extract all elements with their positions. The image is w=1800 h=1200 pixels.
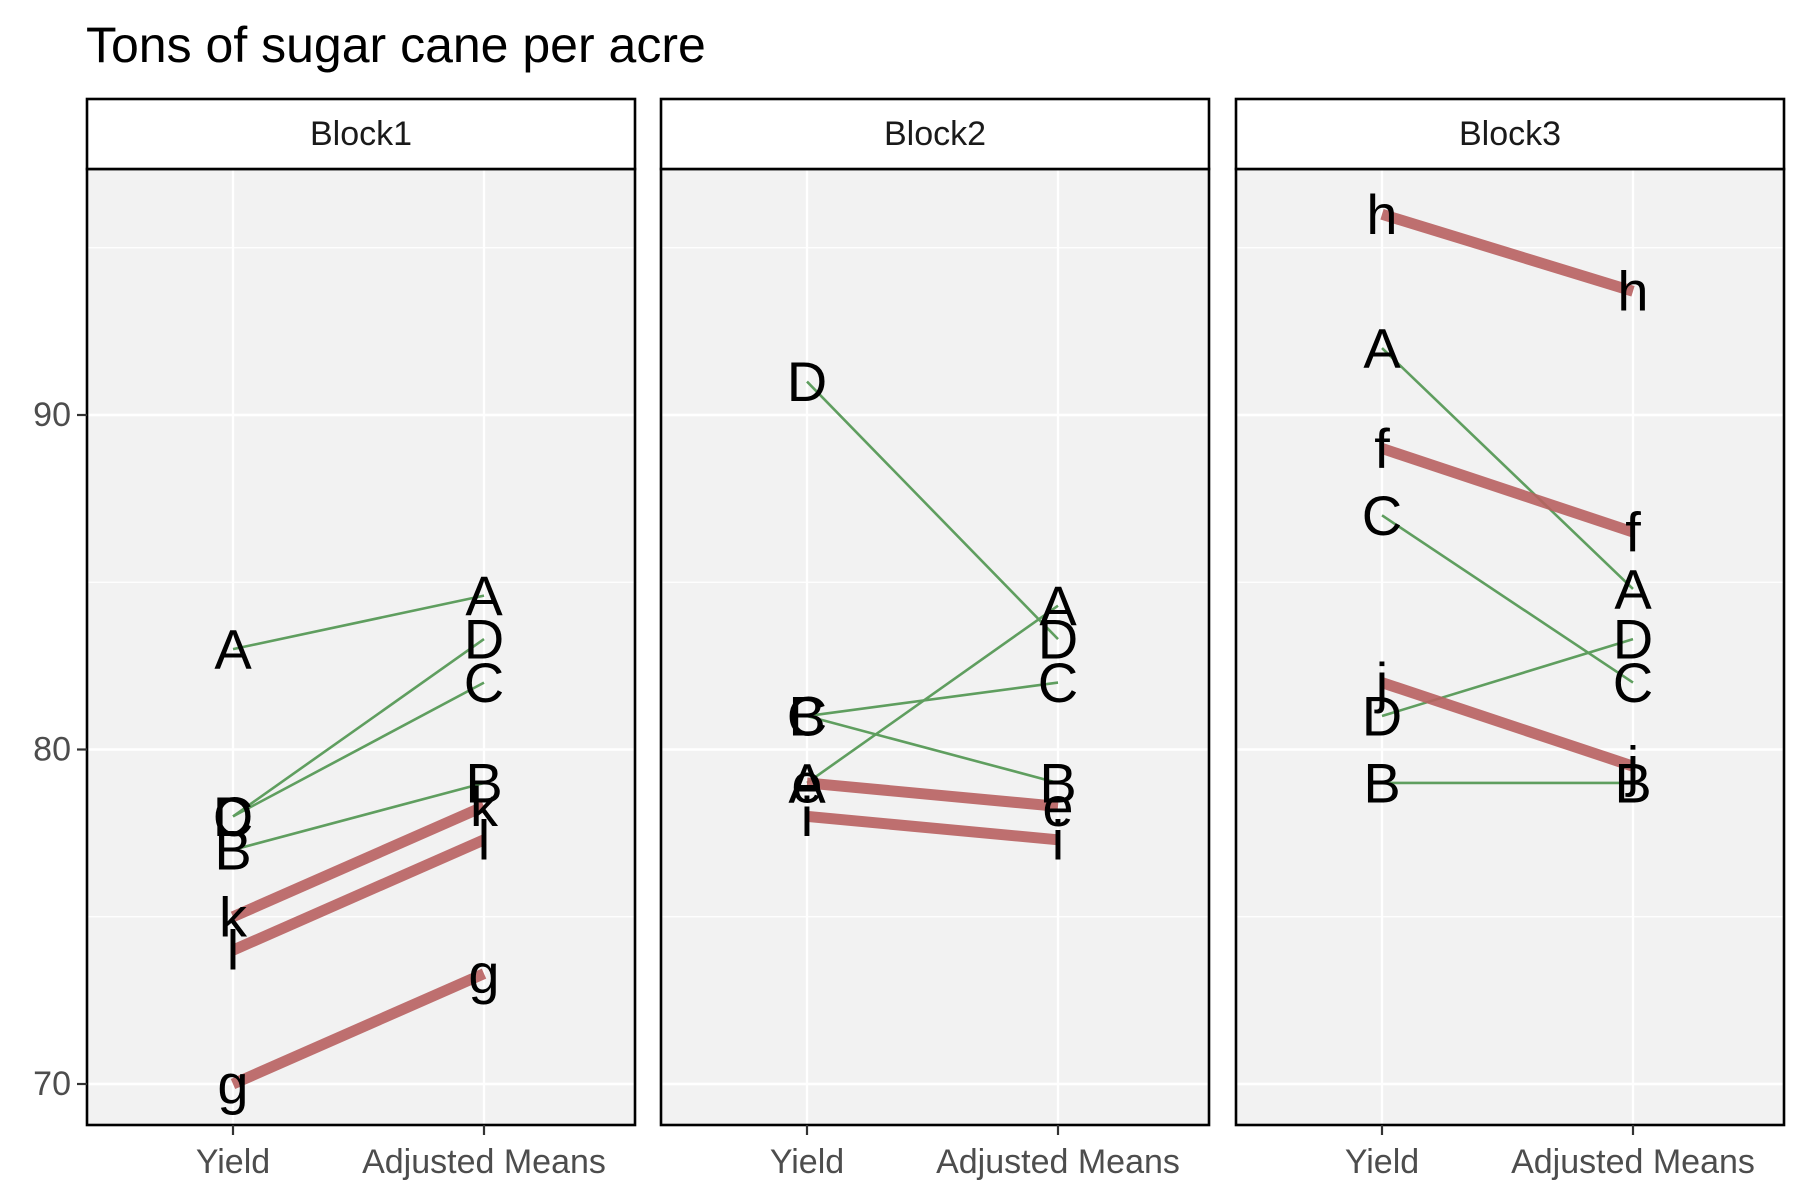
point-label-B: B bbox=[1363, 751, 1400, 814]
point-label-A: A bbox=[1363, 317, 1401, 380]
point-label-B: B bbox=[465, 751, 502, 814]
series-line-D bbox=[232, 638, 485, 818]
series-line-e bbox=[806, 777, 1059, 812]
series-line-k bbox=[230, 801, 487, 922]
point-label-D: D bbox=[213, 785, 253, 848]
point-label-D: D bbox=[464, 608, 504, 671]
series-line-C bbox=[1381, 514, 1634, 684]
point-label-A: A bbox=[1614, 557, 1652, 620]
point-label-A: A bbox=[214, 618, 252, 681]
point-label-A: A bbox=[788, 751, 826, 814]
series-line-l bbox=[230, 834, 487, 956]
x-tick-label: Adjusted Means bbox=[936, 1143, 1180, 1181]
point-label-f: f bbox=[1625, 501, 1641, 564]
point-label-D: D bbox=[1362, 685, 1402, 748]
point-label-l: l bbox=[478, 808, 490, 871]
point-label-e: e bbox=[791, 751, 822, 814]
x-tick-label: Yield bbox=[770, 1143, 844, 1181]
point-label-A: A bbox=[465, 564, 503, 627]
panel-background bbox=[87, 169, 635, 1125]
facet-strip-label: Block1 bbox=[310, 115, 412, 153]
point-label-j: j bbox=[1625, 735, 1639, 798]
point-label-e: e bbox=[1042, 775, 1073, 838]
chart-title: Tons of sugar cane per acre bbox=[86, 17, 706, 73]
series-line-j bbox=[1380, 677, 1635, 772]
point-label-C: C bbox=[1362, 484, 1402, 547]
series-line-D bbox=[1381, 637, 1634, 718]
y-tick-label: 70 bbox=[33, 1065, 71, 1103]
series-line-h bbox=[1380, 209, 1635, 297]
panel-background bbox=[661, 169, 1209, 1125]
point-label-C: C bbox=[213, 785, 253, 848]
series-line-A bbox=[1381, 347, 1634, 590]
point-label-g: g bbox=[468, 942, 499, 1005]
series-line-A bbox=[806, 604, 1059, 785]
facet-strip bbox=[659, 97, 1211, 171]
series-line-i bbox=[806, 810, 1059, 846]
series-line-g bbox=[230, 968, 487, 1090]
point-label-i: i bbox=[801, 785, 813, 848]
point-label-C: C bbox=[1038, 651, 1078, 714]
x-tick-label: Adjusted Means bbox=[362, 1143, 606, 1181]
series-line-D bbox=[806, 380, 1059, 641]
point-label-h: h bbox=[1617, 260, 1648, 323]
series-line-C bbox=[232, 681, 485, 818]
point-label-B: B bbox=[1614, 751, 1651, 814]
y-tick-label: 80 bbox=[33, 731, 71, 769]
point-label-D: D bbox=[1613, 608, 1653, 671]
point-label-B: B bbox=[788, 685, 825, 748]
point-label-B: B bbox=[214, 818, 251, 881]
series-line-B bbox=[232, 781, 485, 852]
panel-background bbox=[1236, 169, 1784, 1125]
point-label-g: g bbox=[217, 1053, 248, 1116]
point-label-k: k bbox=[219, 885, 248, 948]
series-line-f bbox=[1380, 443, 1635, 538]
point-label-A: A bbox=[1039, 574, 1077, 637]
point-label-D: D bbox=[787, 350, 827, 413]
facet-strip bbox=[85, 97, 637, 171]
point-label-l: l bbox=[227, 919, 239, 982]
facet-strip-label: Block3 bbox=[1459, 115, 1561, 153]
point-label-C: C bbox=[464, 651, 504, 714]
x-tick-label: Yield bbox=[196, 1143, 270, 1181]
point-label-C: C bbox=[1613, 651, 1653, 714]
point-label-k: k bbox=[470, 775, 499, 838]
point-label-B: B bbox=[1039, 751, 1076, 814]
point-label-D: D bbox=[1038, 608, 1078, 671]
facet-strip-label: Block2 bbox=[884, 115, 986, 153]
series-line-B bbox=[806, 714, 1059, 785]
point-label-j: j bbox=[1374, 651, 1388, 714]
series-line-C bbox=[806, 681, 1059, 718]
series-line-A bbox=[232, 594, 485, 651]
y-tick-label: 90 bbox=[33, 396, 71, 434]
x-tick-label: Yield bbox=[1345, 1143, 1419, 1181]
facet-strip bbox=[1234, 97, 1786, 171]
point-label-i: i bbox=[1052, 808, 1064, 871]
x-tick-label: Adjusted Means bbox=[1511, 1143, 1755, 1181]
point-label-C: C bbox=[787, 685, 827, 748]
point-label-f: f bbox=[1374, 417, 1390, 480]
point-label-h: h bbox=[1366, 183, 1397, 246]
